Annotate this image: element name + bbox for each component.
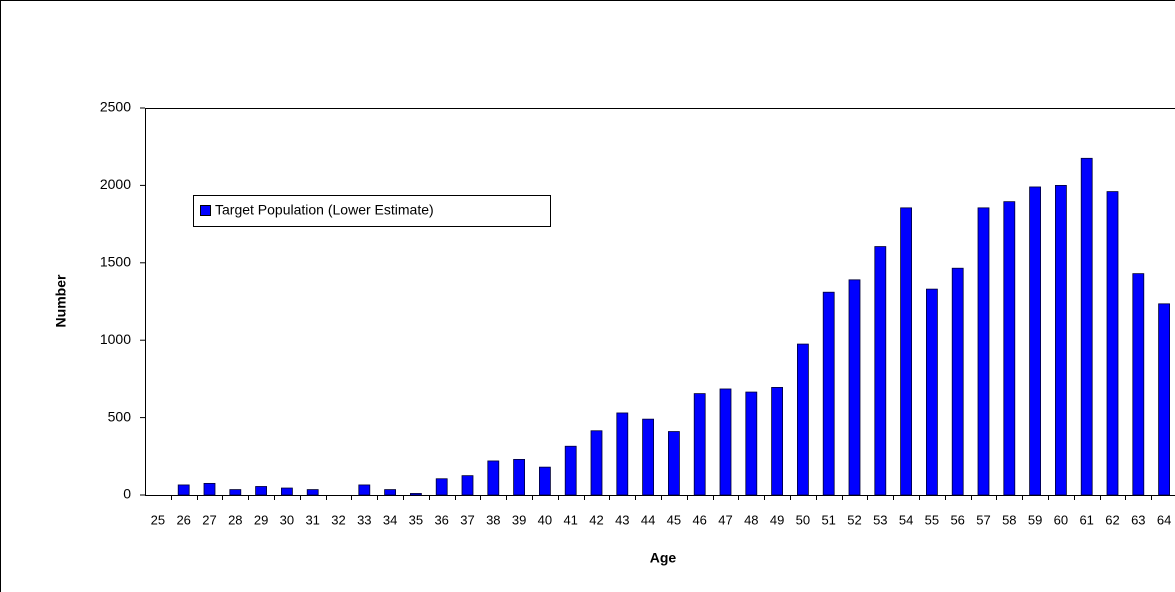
x-tick-label: 42 [589,512,603,527]
bar [461,475,474,496]
bar [539,466,551,496]
x-tick-label: 37 [460,512,474,527]
bar [384,489,397,496]
x-tick-label: 35 [409,512,423,527]
legend-box [193,195,551,227]
bar [1029,186,1041,496]
bar [951,267,964,496]
bar [306,489,319,496]
legend-swatch [200,205,211,216]
bar [693,393,706,496]
x-tick-label: 64 [1157,512,1171,527]
x-tick-label: 52 [847,512,861,527]
bar [229,489,242,496]
bar [848,279,861,496]
x-tick-label: 57 [976,512,990,527]
x-tick-label: 39 [512,512,526,527]
bar [745,391,758,496]
x-tick-label: 51 [821,512,835,527]
bar [358,484,371,496]
bar [564,445,577,496]
x-tick-label: 36 [434,512,448,527]
x-tick-label: 34 [383,512,397,527]
x-tick-label: 54 [899,512,913,527]
bar [1003,201,1016,496]
x-tick-label: 45 [667,512,681,527]
bar [280,487,293,496]
bar [513,458,525,496]
y-tick-label: 1500 [100,254,131,270]
bar [668,431,680,496]
bar [616,412,629,496]
bar [977,207,990,496]
x-axis-label: Age [650,550,677,566]
x-tick-label: 62 [1105,512,1119,527]
bar [1080,157,1093,496]
bar [1055,184,1067,496]
bar [203,482,216,496]
bar [435,478,448,496]
bar [900,207,912,496]
bar [590,430,603,496]
bar [926,288,938,496]
x-tick-label: 60 [1054,512,1068,527]
x-tick-label: 40 [538,512,552,527]
bar [1158,303,1170,496]
x-tick-label: 29 [254,512,268,527]
x-tick-label: 53 [873,512,887,527]
x-tick-label: 59 [1028,512,1042,527]
legend-label: Target Population (Lower Estimate) [215,202,434,218]
bar [255,486,268,496]
x-tick-label: 27 [202,512,216,527]
x-tick-label: 44 [641,512,655,527]
x-tick-label: 32 [331,512,345,527]
x-tick-label: 48 [744,512,758,527]
x-tick-label: 50 [796,512,810,527]
x-tick-label: 55 [925,512,939,527]
x-tick-label: 43 [615,512,629,527]
bar [797,343,809,496]
bar [822,291,835,496]
bar [1106,191,1119,496]
x-tick-label: 31 [305,512,319,527]
bar [487,460,500,496]
bar [771,387,783,496]
y-tick-label: 2500 [100,99,131,115]
x-tick-label: 41 [563,512,577,527]
y-tick-label: 0 [123,486,131,502]
x-tick-label: 46 [692,512,706,527]
x-tick-label: 28 [228,512,242,527]
x-tick-label: 61 [1079,512,1093,527]
x-tick-label: 58 [1002,512,1016,527]
x-tick-label: 49 [770,512,784,527]
x-tick-label: 38 [486,512,500,527]
legend: Target Population (Lower Estimate) [193,195,551,227]
x-tick-label: 63 [1131,512,1145,527]
bar [177,484,190,496]
bar [642,418,654,496]
bar [874,246,887,496]
x-tick-label: 47 [718,512,732,527]
y-tick-label: 500 [108,408,132,424]
x-tick-label: 30 [280,512,294,527]
bar [409,493,422,496]
y-tick-label: 1000 [100,331,131,347]
y-tick-label: 2000 [100,176,131,192]
x-tick-label: 56 [950,512,964,527]
y-axis-label: Number [53,274,69,327]
bar [719,388,732,496]
bar [1132,273,1145,496]
x-tick-label: 33 [357,512,371,527]
x-tick-label: 25 [151,512,165,527]
x-tick-label: 26 [176,512,190,527]
